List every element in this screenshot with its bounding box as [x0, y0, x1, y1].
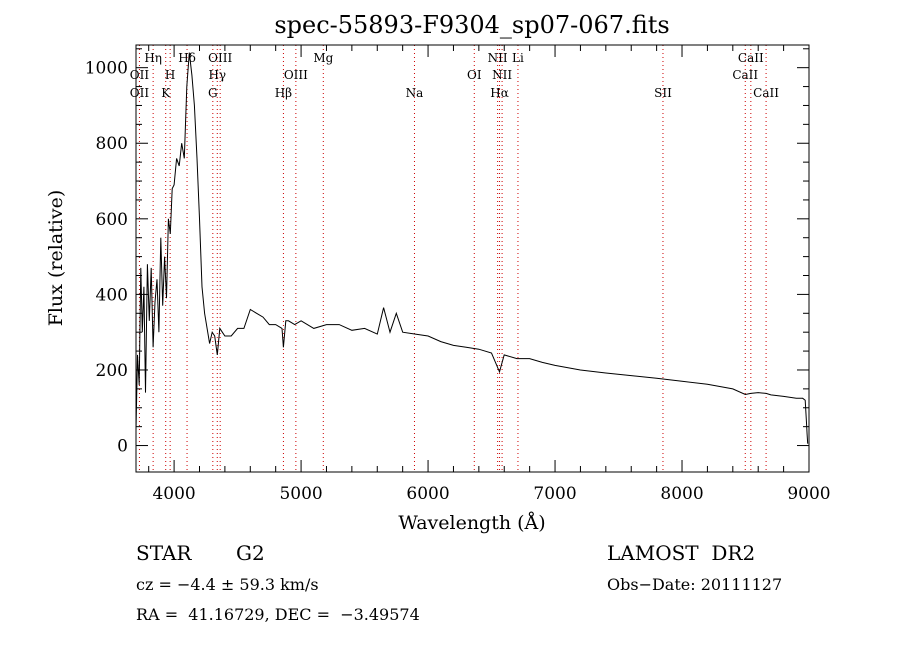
line-annotation: K [161, 86, 171, 100]
x-axis: 4000 5000 6000 7000 8000 9000 [148, 45, 831, 504]
y-tick-label: 200 [96, 361, 128, 381]
chart-title: spec-55893-F9304_sp07-067.fits [274, 11, 669, 39]
x-tick-label: 9000 [787, 484, 830, 504]
y-axis: 0 200 400 600 800 1000 [85, 48, 809, 457]
redshift-label: cz = −4.4 ± 59.3 km/s [136, 575, 319, 594]
survey-label: LAMOST DR2 [607, 541, 756, 565]
y-axis-label: Flux (relative) [45, 190, 67, 327]
line-annotation: OII [130, 68, 150, 82]
line-annotation: Hβ [275, 86, 292, 100]
obs-date-label: Obs−Date: 20111127 [607, 575, 783, 594]
x-axis-label: Wavelength (Å) [398, 512, 545, 534]
line-annotation: OII [130, 86, 150, 100]
line-annotation: CaII [738, 51, 764, 65]
line-markers [138, 45, 767, 472]
line-annotation: Hα [490, 86, 509, 100]
line-annotation: CaII [753, 86, 779, 100]
x-tick-label: 8000 [660, 484, 703, 504]
line-annotation: OIII [208, 51, 232, 65]
line-annotation: Hγ [208, 68, 226, 82]
line-annotation: CaII [732, 68, 758, 82]
x-tick-label: 7000 [533, 484, 576, 504]
line-annotation: Hδ [178, 51, 196, 65]
line-annotation: OIII [284, 68, 308, 82]
line-annotation: Na [406, 86, 424, 100]
object-subclass: G2 [236, 541, 265, 565]
line-annotation: G [208, 86, 218, 100]
y-tick-label: 600 [96, 210, 128, 230]
line-annotation: H [165, 68, 175, 82]
line-annotation: OI [467, 68, 482, 82]
y-tick-label: 400 [96, 285, 128, 305]
coordinates-label: RA = 41.16729, DEC = −3.49574 [136, 605, 420, 624]
line-annotation: Hη [144, 51, 162, 65]
line-annotation: SII [654, 86, 672, 100]
x-tick-label: 4000 [152, 484, 195, 504]
spectrum-line [135, 52, 809, 444]
plot-frame [135, 44, 810, 473]
x-tick-label: 6000 [406, 484, 449, 504]
line-annotation: NII [492, 68, 512, 82]
line-annotation: NII [488, 51, 508, 65]
x-tick-label: 5000 [279, 484, 322, 504]
object-class: STAR [136, 541, 192, 565]
y-tick-label: 800 [96, 134, 128, 154]
y-tick-label: 0 [117, 437, 128, 457]
y-tick-label: 1000 [85, 59, 128, 79]
line-annotation: Li [512, 51, 524, 65]
line-annotation: Mg [313, 51, 333, 65]
